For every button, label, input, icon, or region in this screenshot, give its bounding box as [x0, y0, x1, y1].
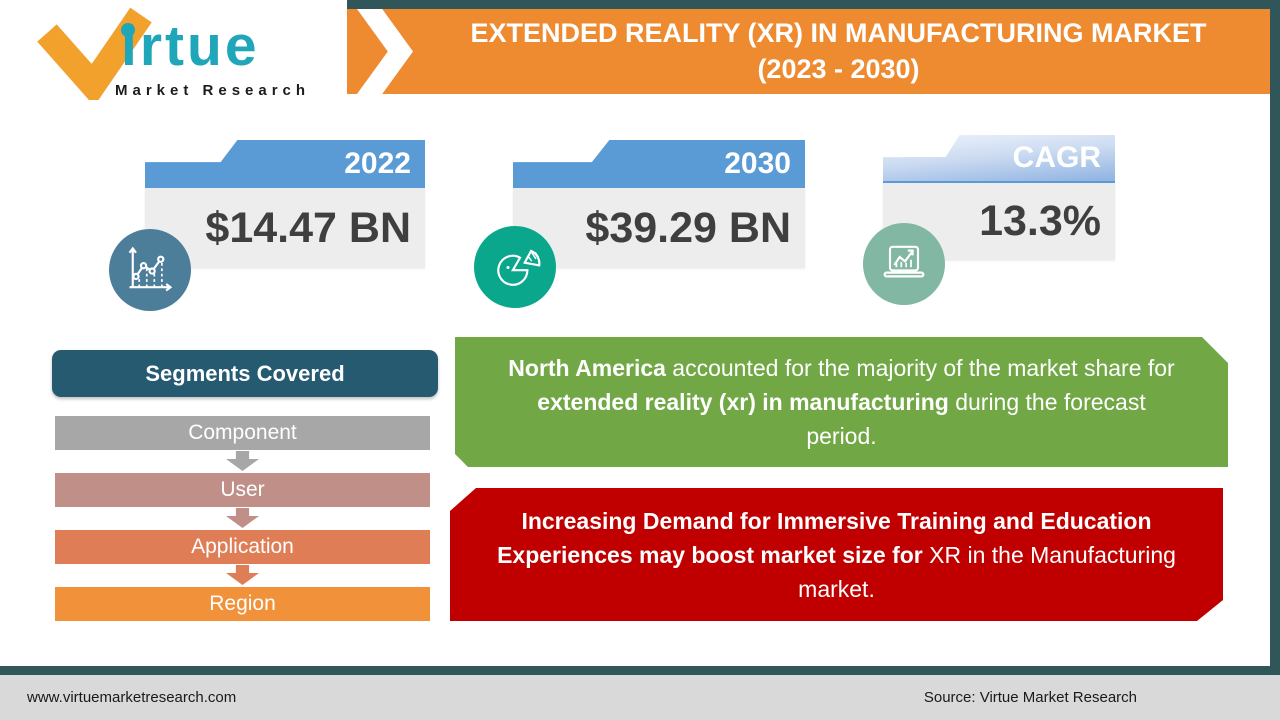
check-mark-icon: [37, 8, 152, 100]
segment-item-component: Component: [55, 416, 430, 450]
regional-insight-bold-3: extended reality (xr) in manufacturing: [537, 389, 949, 415]
market-driver-bold-1: Increasing Demand for Immersive Training…: [497, 507, 1152, 568]
title-banner: EXTENDED REALITY (XR) IN MANUFACTURING M…: [347, 9, 1270, 94]
segment-item-region: Region: [55, 587, 430, 621]
frame-top-bar: [347, 0, 1280, 9]
market-driver-text: Increasing Demand for Immersive Training…: [494, 504, 1179, 606]
line-chart-icon: [128, 246, 173, 292]
market-driver-text-2: XR in the Manufacturing market.: [798, 541, 1176, 602]
market-driver-box: Increasing Demand for Immersive Training…: [450, 488, 1223, 621]
stat-value-2022: $14.47 BN: [145, 188, 425, 268]
stat-icon-badge-cagr: [863, 223, 945, 305]
pie-chart-icon: [497, 249, 541, 286]
segments-covered-header: Segments Covered: [52, 350, 438, 397]
regional-insight-text-2: accounted for the majority of the market…: [665, 355, 1175, 381]
stat-label-2022: 2022: [145, 140, 425, 188]
chevron-right-icon: [357, 9, 413, 94]
brand-name: irtue: [121, 14, 260, 78]
stat-label-cagr: CAGR: [883, 135, 1115, 183]
stat-card-cagr: CAGR 13.3%: [883, 135, 1115, 260]
regional-insight-box: North America accounted for the majority…: [455, 337, 1228, 467]
footer-source: Source: Virtue Market Research: [923, 689, 1137, 706]
stat-icon-badge-2022: [109, 229, 191, 311]
brand-subtitle: Market Research: [115, 82, 311, 99]
stat-card-2030: 2030 $39.29 BN: [513, 140, 805, 268]
stat-value-2030: $39.29 BN: [513, 188, 805, 268]
growth-chart-icon: [883, 245, 925, 278]
title-wrap: EXTENDED REALITY (XR) IN MANUFACTURING M…: [417, 9, 1260, 94]
segment-item-application: Application: [55, 530, 430, 564]
stat-label-2030: 2030: [513, 140, 805, 188]
footer: www.virtuemarketresearch.com Source: Vir…: [0, 675, 1280, 720]
stat-card-2022: 2022 $14.47 BN: [145, 140, 425, 268]
frame-right-bar: [1270, 0, 1280, 675]
stat-icon-badge-2030: [474, 226, 556, 308]
regional-insight-bold-1: North America: [508, 355, 666, 381]
brand-logo: irtue Market Research: [35, 8, 325, 100]
regional-insight-text: North America accounted for the majority…: [499, 351, 1184, 453]
regional-insight-text-4: during the forecast period.: [806, 389, 1146, 449]
page-title: EXTENDED REALITY (XR) IN MANUFACTURING M…: [470, 17, 1207, 84]
arrow-down-icon: [226, 508, 259, 528]
footer-divider: [0, 666, 1280, 675]
footer-website: www.virtuemarketresearch.com: [27, 689, 237, 706]
segment-item-user: User: [55, 473, 430, 507]
arrow-down-icon: [226, 565, 259, 585]
arrow-down-icon: [226, 451, 259, 471]
